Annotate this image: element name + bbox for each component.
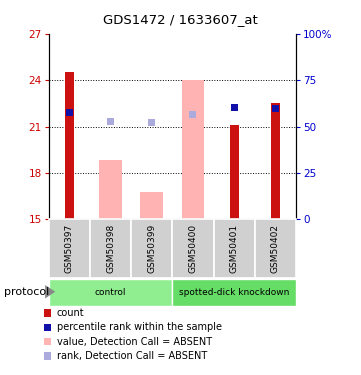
Bar: [190, 111, 196, 118]
Text: GSM50397: GSM50397: [65, 224, 74, 273]
Text: value, Detection Call = ABSENT: value, Detection Call = ABSENT: [57, 337, 212, 346]
Polygon shape: [45, 285, 55, 298]
Text: GSM50399: GSM50399: [147, 224, 156, 273]
Bar: [65, 72, 74, 219]
Bar: [107, 118, 114, 124]
Bar: [140, 192, 163, 219]
Bar: [214, 219, 255, 278]
Bar: [131, 219, 173, 278]
Text: rank, Detection Call = ABSENT: rank, Detection Call = ABSENT: [57, 351, 207, 361]
Bar: [231, 104, 238, 111]
Text: count: count: [57, 308, 84, 318]
Bar: [255, 219, 296, 278]
Bar: [230, 125, 239, 219]
Bar: [272, 105, 279, 112]
Text: spotted-dick knockdown: spotted-dick knockdown: [179, 288, 290, 297]
Text: control: control: [95, 288, 126, 297]
Text: GDS1472 / 1633607_at: GDS1472 / 1633607_at: [103, 13, 258, 26]
Bar: [49, 279, 172, 306]
Text: GSM50402: GSM50402: [271, 224, 280, 273]
Text: protocol: protocol: [4, 287, 49, 297]
Text: GSM50400: GSM50400: [188, 224, 197, 273]
Bar: [90, 219, 131, 278]
Text: percentile rank within the sample: percentile rank within the sample: [57, 322, 222, 332]
Bar: [66, 109, 73, 116]
Text: GSM50401: GSM50401: [230, 224, 239, 273]
Bar: [49, 219, 90, 278]
Bar: [172, 279, 296, 306]
Bar: [99, 160, 122, 219]
Bar: [271, 104, 280, 219]
Bar: [172, 219, 214, 278]
Bar: [148, 119, 155, 126]
Text: GSM50398: GSM50398: [106, 224, 115, 273]
Bar: [182, 80, 204, 219]
